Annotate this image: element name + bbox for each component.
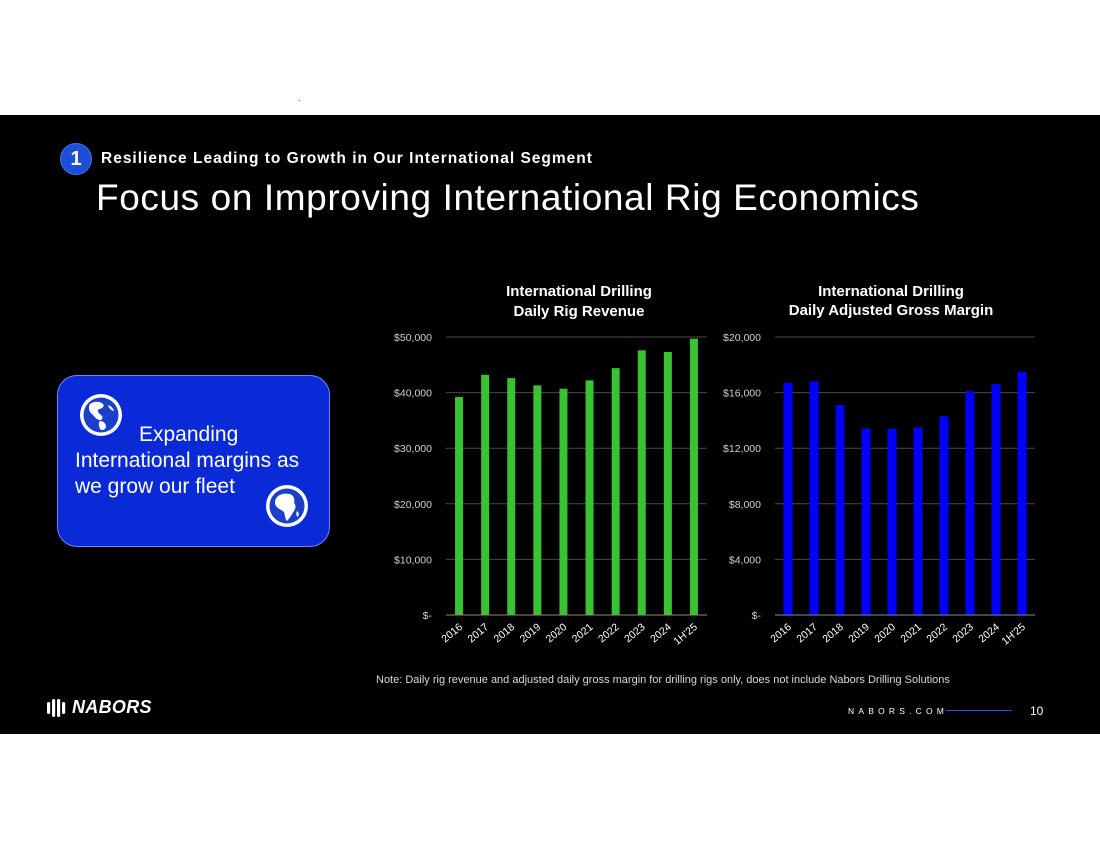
revenue-x-tick-label: 2023 — [622, 621, 648, 645]
revenue-x-tick-label: 2018 — [492, 621, 518, 645]
website-link[interactable]: NABORS.COM — [848, 706, 949, 716]
revenue-bar — [481, 374, 490, 615]
callout-box: Expanding International margins as we gr… — [57, 375, 330, 547]
margin-y-tick-label: $20,000 — [723, 332, 761, 344]
callout-text: Expanding International margins as we gr… — [75, 422, 325, 500]
revenue-y-tick-label: $30,000 — [394, 443, 432, 455]
revenue-bar — [611, 368, 620, 615]
revenue-x-tick-label: 1H'25 — [671, 621, 700, 648]
revenue-x-tick-label: 2017 — [465, 621, 491, 645]
margin-y-tick-label: $16,000 — [723, 388, 761, 400]
revenue-chart-title-line: Daily Rig Revenue — [514, 303, 645, 320]
revenue-y-tick-label: $- — [423, 610, 433, 622]
callout-line2: International margins as we grow our fle… — [75, 449, 300, 498]
margin-x-tick-label: 2023 — [950, 621, 976, 645]
revenue-y-tick-label: $40,000 — [394, 388, 432, 400]
stray-mark — [299, 100, 300, 101]
globe-africa-icon — [266, 485, 308, 527]
margin-x-tick-label: 2021 — [898, 621, 924, 645]
page-number: 10 — [1030, 704, 1044, 718]
revenue-x-tick-label: 2020 — [544, 621, 570, 645]
page-title: Focus on Improving International Rig Eco… — [96, 177, 920, 218]
revenue-x-tick-label: 2024 — [648, 621, 674, 645]
margin-x-tick-label: 2024 — [976, 621, 1002, 645]
margin-bar — [913, 427, 923, 615]
margin-bar — [783, 382, 793, 615]
margin-bar — [835, 405, 845, 615]
margin-x-tick-label: 2020 — [872, 621, 898, 645]
footnote: Note: Daily rig revenue and adjusted dai… — [376, 674, 950, 686]
margin-x-tick-label: 2018 — [820, 621, 846, 645]
margin-x-tick-label: 2019 — [846, 621, 872, 645]
website-underline — [946, 710, 1012, 711]
margin-chart-title-line: International Drilling — [818, 283, 964, 300]
revenue-bar — [689, 338, 698, 615]
margin-chart-title-line: Daily Adjusted Gross Margin — [789, 302, 994, 319]
revenue-x-tick-label: 2019 — [518, 621, 544, 645]
revenue-bar — [559, 388, 568, 615]
revenue-bar — [637, 350, 646, 615]
margin-x-tick-label: 2017 — [794, 621, 820, 645]
revenue-bar — [663, 352, 672, 615]
revenue-y-tick-label: $50,000 — [394, 332, 432, 344]
section-title: Resilience Leading to Growth in Our Inte… — [101, 150, 593, 167]
margin-bar — [939, 416, 949, 615]
logo-text: NABORS — [72, 697, 152, 717]
revenue-bar — [507, 378, 516, 615]
margin-bar — [1017, 371, 1027, 615]
revenue-x-tick-label: 2022 — [596, 621, 622, 645]
revenue-bar — [533, 385, 542, 615]
margin-y-tick-label: $4,000 — [729, 554, 761, 566]
margin-bar — [887, 428, 897, 615]
margin-bar — [965, 391, 975, 615]
margin-bar — [991, 384, 1001, 615]
revenue-bar — [455, 397, 464, 615]
slide: 1 Resilience Leading to Growth in Our In… — [0, 115, 1100, 734]
margin-x-tick-label: 2016 — [768, 621, 794, 645]
margin-bar — [809, 381, 819, 615]
revenue-y-tick-label: $20,000 — [394, 499, 432, 511]
revenue-bar — [585, 380, 594, 615]
margin-bar — [861, 428, 871, 615]
charts-canvas: International Drilling Daily Rig Revenue $… — [394, 283, 1035, 648]
revenue-x-tick-label: 2016 — [439, 621, 465, 645]
margin-x-tick-label: 2022 — [924, 621, 950, 645]
nabors-logo-icon — [47, 698, 66, 717]
revenue-y-tick-label: $10,000 — [394, 554, 432, 566]
section-number-badge: 1 — [60, 143, 92, 175]
globe-americas-icon — [80, 394, 122, 436]
callout-line1: Expanding — [139, 423, 239, 446]
revenue-x-tick-label: 2021 — [570, 621, 596, 645]
margin-x-tick-label: 1H'25 — [999, 621, 1028, 648]
revenue-chart-title-line: International Drilling — [506, 283, 652, 300]
margin-y-tick-label: $- — [752, 610, 762, 622]
nabors-logo: NABORS — [46, 697, 152, 718]
margin-y-tick-label: $12,000 — [723, 443, 761, 455]
margin-y-tick-label: $8,000 — [729, 499, 761, 511]
